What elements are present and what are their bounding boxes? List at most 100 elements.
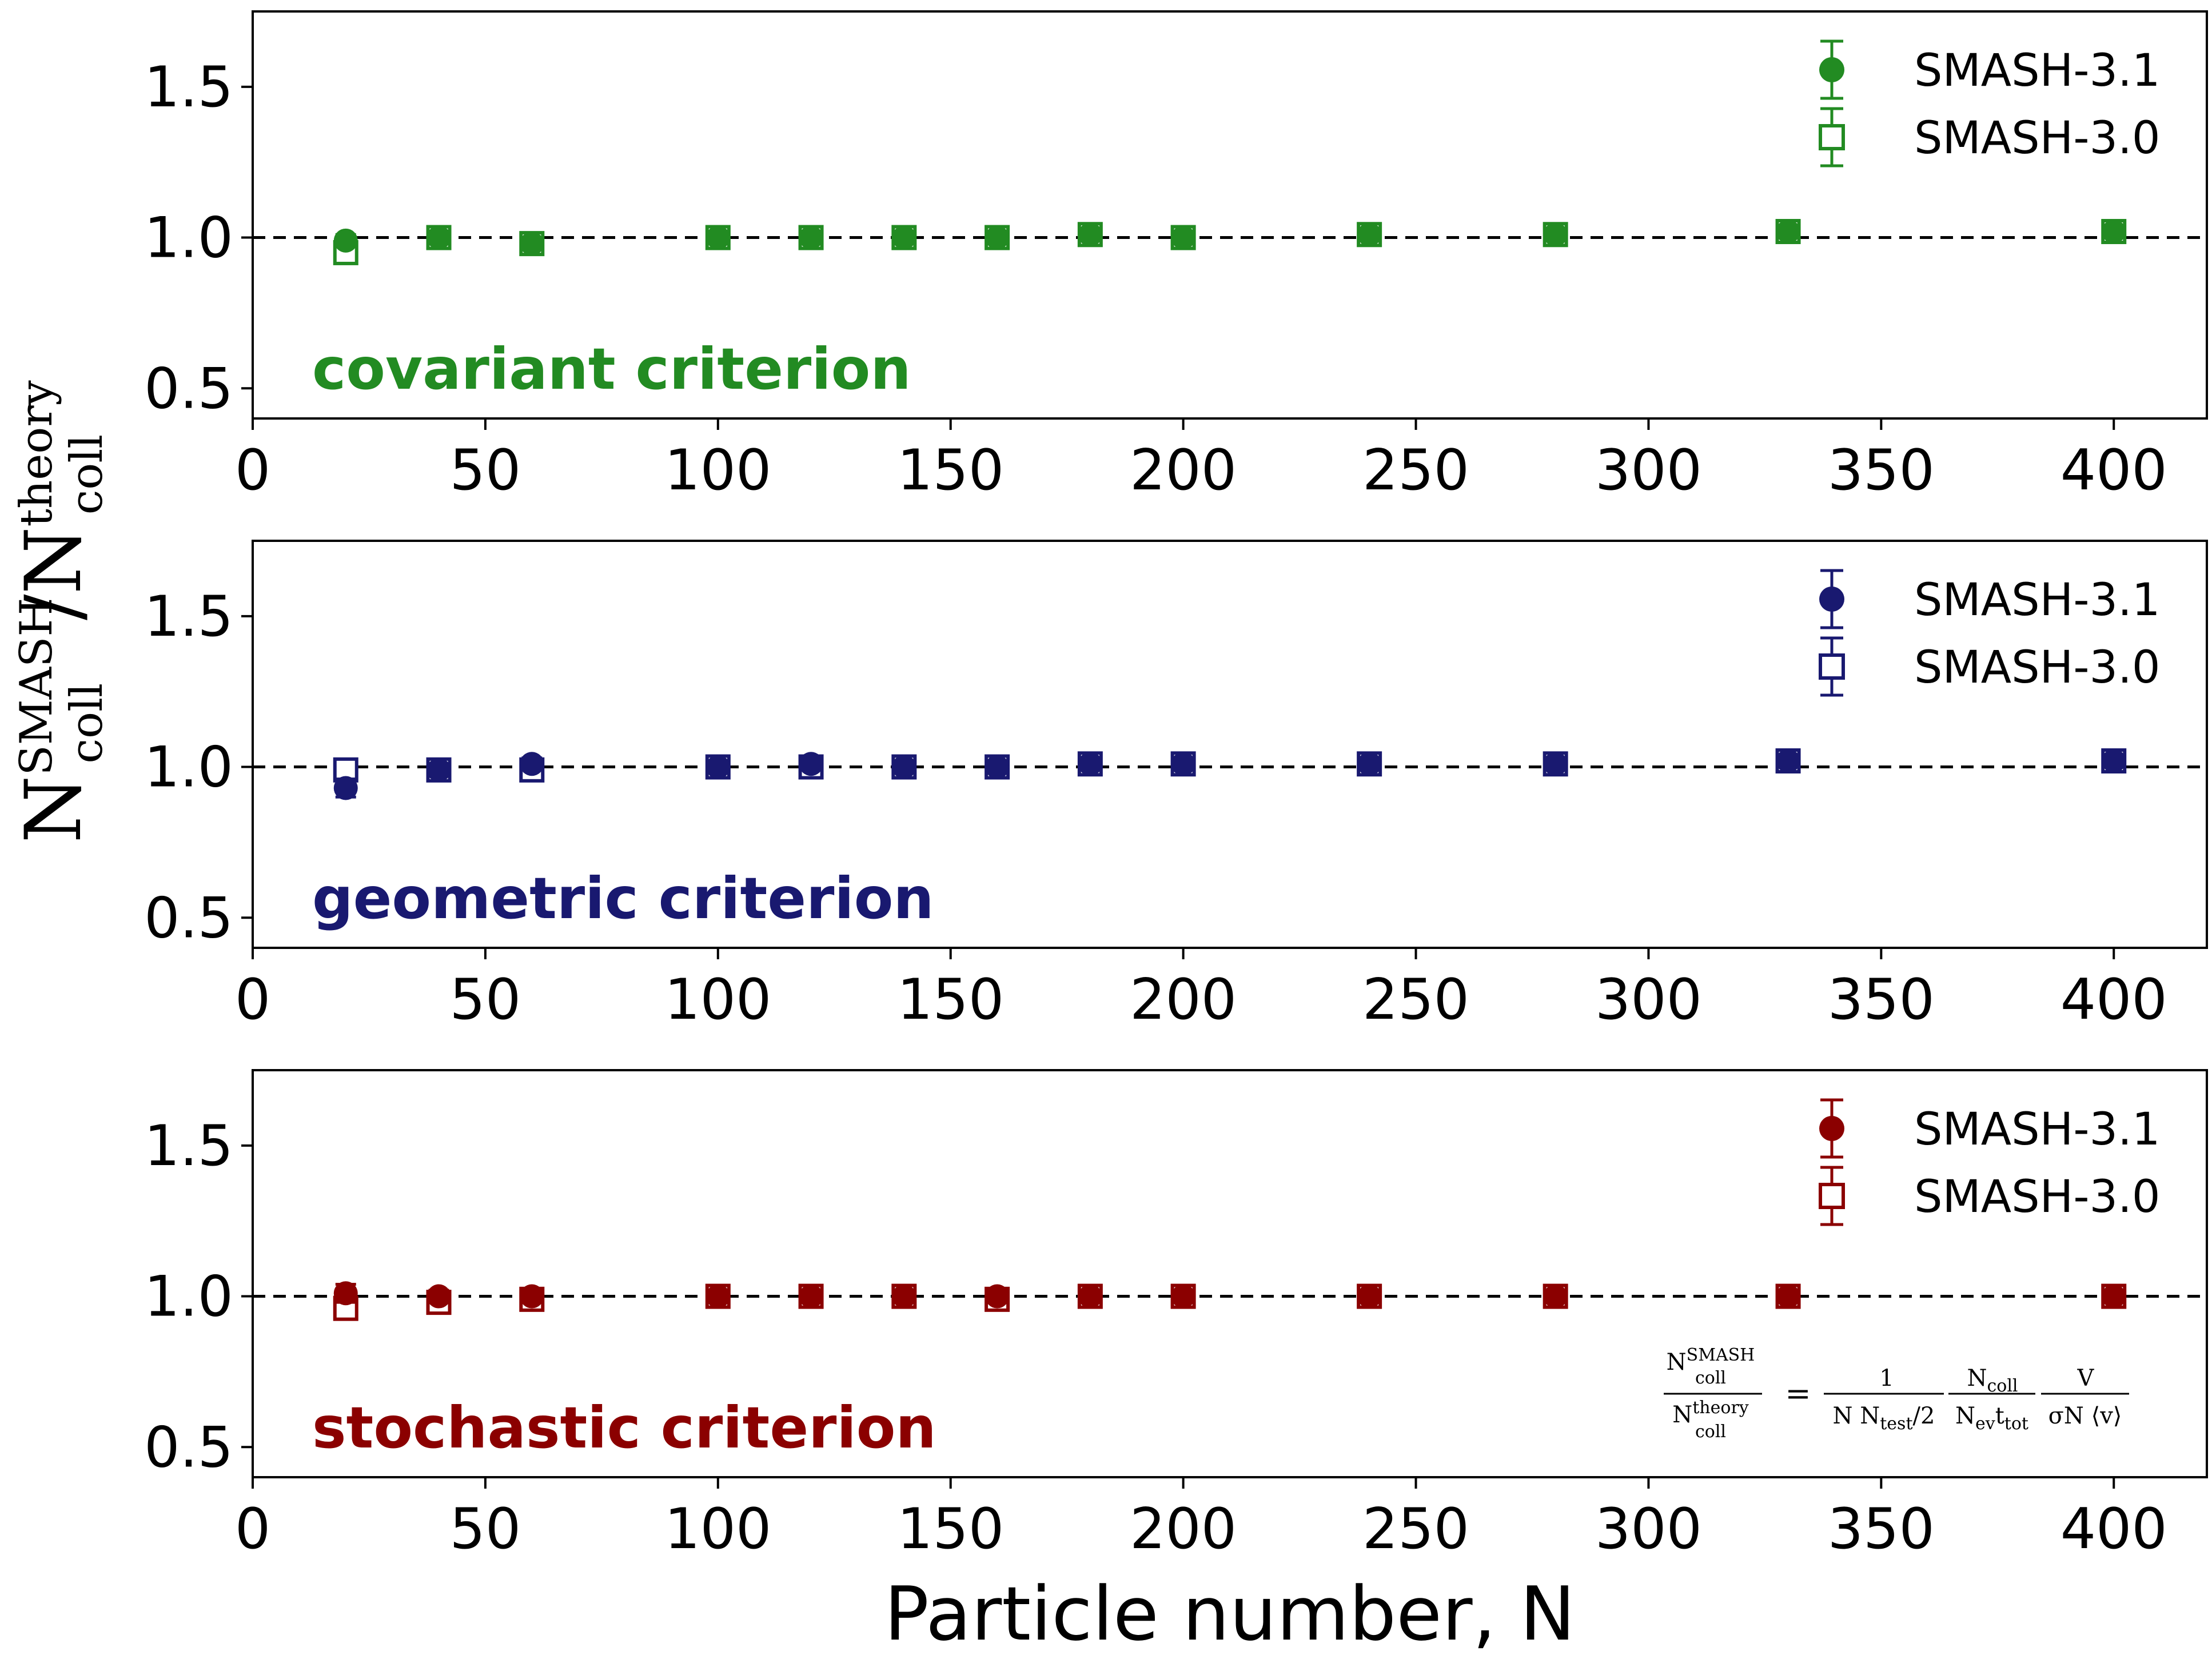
data-point-circle [1171, 225, 1195, 250]
formula-lhs-den-sub: coll [1695, 1422, 1726, 1442]
formula-f2-den-b: t [1995, 1403, 2004, 1429]
legend-square-icon [1819, 1183, 1845, 1209]
data-point-circle [1776, 749, 1800, 773]
panels: 0.51.01.50 50 100 150 200 250 300 350 400covaria… [144, 10, 2208, 1562]
svg-text:Ntheory: Ntheory [1672, 1398, 1749, 1428]
formula-f2-den-a: N [1955, 1403, 1975, 1429]
x-axis-label: Particle number, N [884, 1570, 1576, 1657]
formula-lhs-num: N [1667, 1349, 1687, 1375]
ylabel-slash: / [9, 594, 98, 620]
svg-text:Nevttot: Nevttot [1955, 1403, 2028, 1434]
data-point-circle [799, 752, 823, 776]
formula-f1-den-sub: test [1880, 1414, 1912, 1434]
y-tick-label: 1.5 [144, 55, 233, 120]
legend-label: SMASH-3.1 [1914, 1104, 2161, 1155]
panel-frame [252, 10, 2208, 420]
ylabel-sub-num: coll [61, 683, 113, 764]
data-point-circle [706, 225, 730, 250]
data-point-circle [2102, 749, 2126, 773]
x-tick-label: 50 [450, 967, 521, 1032]
data-point-circle [1543, 1284, 1568, 1309]
x-tick-label: 150 [897, 967, 1004, 1032]
svg-text:NSMASHcoll/Ntheorycoll: NSMASHcoll/Ntheorycoll [9, 380, 113, 843]
svg-text:NSMASH: NSMASH [1667, 1345, 1755, 1375]
data-point-circle [892, 1284, 916, 1309]
x-tick-label: 150 [897, 438, 1004, 503]
ylabel-main-num: N [9, 776, 98, 843]
data-point-circle [1171, 752, 1195, 776]
data-point-circle [427, 1284, 451, 1309]
legend-square-icon [1819, 124, 1845, 150]
y-tick-label: 1.5 [144, 584, 233, 649]
svg-text:N Ntest/2: N Ntest/2 [1833, 1403, 1935, 1434]
ylabel-sup-den: theory [11, 380, 62, 527]
formula-lhs-num-sub: coll [1695, 1368, 1726, 1388]
data-point-circle [333, 228, 358, 253]
x-tick-label: 200 [1130, 438, 1237, 503]
y-tick-label: 1.0 [144, 1265, 233, 1330]
y-tick-label: 0.5 [144, 886, 233, 951]
x-tick-label: 400 [2060, 438, 2167, 503]
panel-frame [252, 1069, 2208, 1478]
data-point-circle [706, 1284, 730, 1309]
x-tick-label: 250 [1362, 967, 1469, 1032]
data-point-circle [427, 757, 451, 782]
x-tick-label: 200 [1130, 967, 1237, 1032]
panel-1: 0.5 1.0 1.5 0 50 100 150 200 250 300 350 400 covaria… [144, 10, 2208, 503]
ylabel-sup-num: SMASH [11, 598, 62, 776]
x-tick-label: 350 [1828, 967, 1935, 1032]
formula-f1-den-a: N N [1833, 1403, 1880, 1429]
formula-lhs-den-sup: theory [1692, 1398, 1749, 1418]
formula-f3-num: V [2077, 1365, 2095, 1391]
y-tick-label: 1.5 [144, 1114, 233, 1179]
data-point-circle [1078, 222, 1102, 247]
x-tick-label: 50 [450, 1497, 521, 1562]
data-point-circle [1776, 220, 1800, 244]
x-tick-label: 350 [1828, 1497, 1935, 1562]
legend-circle-icon [1819, 1116, 1844, 1141]
y-tick-label: 0.5 [144, 1415, 233, 1480]
data-point-circle [706, 755, 730, 779]
formula-f2-den-sub2: tot [2004, 1414, 2028, 1434]
ylabel-sub-den: coll [61, 434, 113, 515]
panel-2: 0.5 1.0 1.5 0 50 100 150 200 250 300 350 400 geometr… [144, 540, 2208, 1032]
x-tick-label: 350 [1828, 438, 1935, 503]
x-tick-label: 0 [235, 438, 270, 503]
x-tick-label: 250 [1362, 1497, 1469, 1562]
data-point-circle [520, 1284, 544, 1309]
data-point-circle [799, 1284, 823, 1309]
legend-label: SMASH-3.1 [1914, 45, 2161, 97]
x-tick-label: 100 [664, 438, 771, 503]
data-point-circle [1357, 222, 1382, 247]
data-point-circle [1543, 222, 1568, 247]
formula-f1-num: 1 [1879, 1365, 1894, 1391]
legend-circle-icon [1819, 587, 1844, 612]
criterion-label: stochastic criterion [312, 1394, 936, 1461]
formula-f3-den: σN ⟨v⟩ [2048, 1403, 2122, 1429]
ylabel-main-den: N [9, 527, 98, 594]
legend-square-icon [1819, 653, 1845, 680]
data-point-circle [985, 755, 1010, 779]
data-point-circle [333, 1281, 358, 1306]
x-tick-label: 300 [1595, 438, 1702, 503]
formula-lhs-den: N [1672, 1402, 1692, 1428]
formula-equals: = [1785, 1375, 1811, 1411]
x-tick-label: 300 [1595, 1497, 1702, 1562]
y-tick-label: 1.0 [144, 735, 233, 800]
criterion-label: covariant criterion [312, 336, 911, 402]
data-point-circle [1543, 752, 1568, 776]
legend-circle-icon [1819, 57, 1844, 82]
y-tick-label: 0.5 [144, 356, 233, 421]
data-point-circle [520, 752, 544, 776]
data-point-circle [799, 225, 823, 250]
panel-3: 0.5 1.0 1.5 0 50 100 150 200 250 300 350 400 stochas… [144, 1069, 2208, 1562]
formula-lhs-num-sup: SMASH [1687, 1345, 1755, 1365]
data-point-circle [1078, 752, 1102, 776]
legend-label: SMASH-3.0 [1914, 113, 2161, 164]
data-point-circle [520, 232, 544, 256]
data-point-circle [1171, 1284, 1195, 1309]
data-point-circle [1776, 1284, 1800, 1309]
x-tick-label: 400 [2060, 967, 2167, 1032]
data-point-circle [2102, 1284, 2126, 1309]
data-point-circle [333, 776, 358, 800]
